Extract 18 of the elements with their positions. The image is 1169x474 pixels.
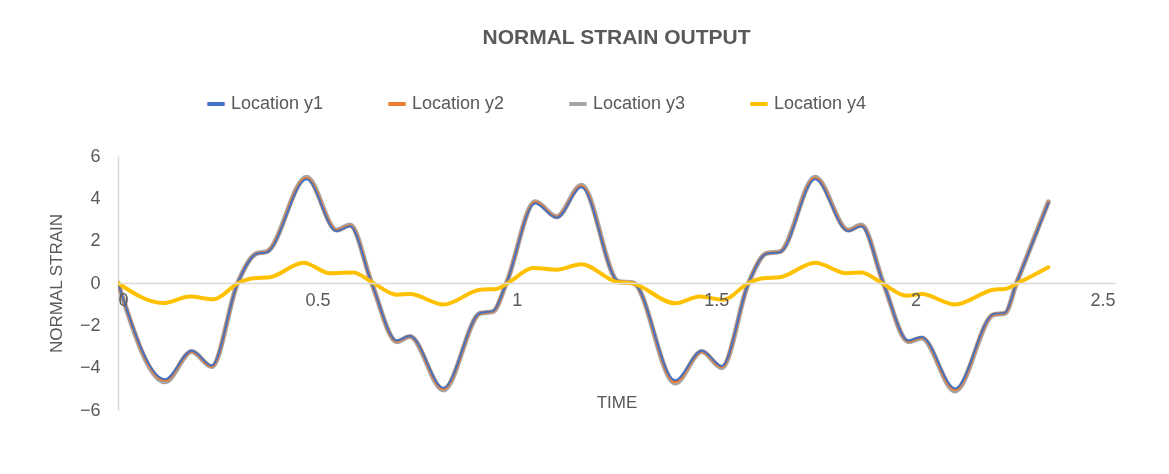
legend-label: Location y3 [593, 93, 686, 113]
legend-label: Location y2 [412, 93, 505, 113]
y-tick-label: 2 [90, 230, 101, 251]
y-tick-label: 4 [90, 187, 101, 208]
y-tick-label: 6 [90, 145, 101, 166]
x-tick-label: 1 [512, 289, 523, 310]
chart-title: NORMAL STRAIN OUTPUT [482, 25, 751, 48]
x-tick-label: 0.5 [305, 289, 331, 310]
y-tick-label: −6 [79, 399, 101, 420]
x-tick-label: 0 [118, 289, 129, 310]
y-axis-title: NORMAL STRAIN [46, 213, 66, 354]
y-tick-label: −2 [79, 314, 101, 335]
legend-label: Location y4 [774, 93, 867, 113]
x-axis-title: TIME [596, 392, 638, 412]
y-tick-label: 0 [90, 272, 101, 293]
y-tick-label: −4 [79, 357, 101, 378]
x-tick-label: 2.5 [1090, 289, 1116, 310]
legend-label: Location y1 [231, 93, 324, 113]
